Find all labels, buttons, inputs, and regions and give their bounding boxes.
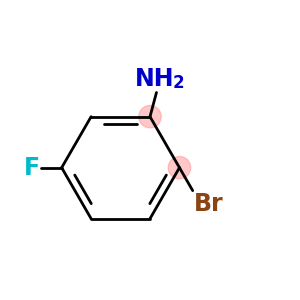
Circle shape [168,157,190,179]
Text: Br: Br [194,192,224,216]
Text: 2: 2 [173,74,184,92]
Circle shape [139,106,161,128]
Text: F: F [23,156,40,180]
Text: NH: NH [135,67,175,91]
